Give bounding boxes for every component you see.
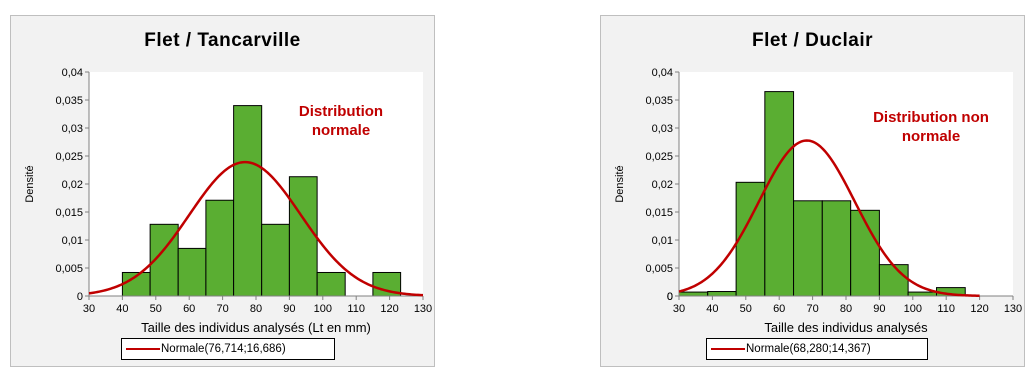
x-tick-label: 50 xyxy=(740,303,752,315)
x-tick-label: 60 xyxy=(773,303,785,315)
histogram-bar xyxy=(907,291,938,297)
chart-title: Flet / Duclair xyxy=(751,30,874,51)
histogram-duclair: 30 40 50 60 70 80 90 100 110 120 130000,0050,010,0… xyxy=(614,67,1022,335)
y-tick-label: 0,015 xyxy=(55,207,83,219)
legend-label: Normale(68,280;14,367) xyxy=(746,343,871,355)
chart-panel-duclair: 30 40 50 60 70 80 90 100 110 120 130 0 0 0,005 0,01 0,0… xyxy=(600,15,1025,367)
histogram-bar xyxy=(261,223,290,297)
histogram-bar xyxy=(316,271,346,297)
chart-legend: Normale(68,280;14,367) xyxy=(706,338,928,360)
chart-annotation: Distribution normale xyxy=(298,103,384,139)
x-tick-label: 130 xyxy=(414,303,432,315)
y-tick-label: 0,03 xyxy=(652,123,673,135)
x-tick-label: 120 xyxy=(380,303,398,315)
histogram-bar xyxy=(707,291,737,297)
x-tick-label: 40 xyxy=(706,303,718,315)
histogram-bar xyxy=(850,209,880,297)
x-tick-label: 70 xyxy=(216,303,228,315)
x-axis-title: Taille des individus analysés (Lt en mm) xyxy=(141,320,371,335)
y-axis-title: Densité xyxy=(24,165,36,202)
y-axis-title: Densité xyxy=(614,165,626,202)
legend-line-swatch xyxy=(711,348,745,350)
y-tick-label: 0,035 xyxy=(645,95,673,107)
x-tick-label: 110 xyxy=(937,303,955,315)
legend-label: Normale(76,714;16,686) xyxy=(161,343,286,355)
histogram-bar xyxy=(233,105,263,297)
chart-legend: Normale(76,714;16,686) xyxy=(121,338,335,360)
x-tick-label: 90 xyxy=(873,303,885,315)
chart-annotation: Distribution non normale xyxy=(873,109,989,145)
x-tick-label: 80 xyxy=(250,303,262,315)
x-axis-title: Taille des individus analysés xyxy=(764,320,928,335)
y-tick-label: 0,04 xyxy=(62,67,83,79)
y-tick-label: 0 xyxy=(667,291,673,303)
x-tick-label: 80 xyxy=(840,303,852,315)
histogram-bar xyxy=(821,200,852,297)
y-tick-label: 0,025 xyxy=(645,151,673,163)
y-tick-label: 0,02 xyxy=(652,179,673,191)
histogram-bar xyxy=(878,264,909,297)
legend-line-swatch xyxy=(126,348,160,350)
histogram-bar xyxy=(177,247,207,297)
y-tick-label: 0,01 xyxy=(652,235,673,247)
x-tick-label: 100 xyxy=(904,303,922,315)
chart-panel-tancarville: 30 40 50 60 70 80 90 100 110 120 130 0 0,005 0,01 0,01… xyxy=(10,15,435,367)
histogram-bar xyxy=(288,176,318,297)
normal-curve xyxy=(88,160,424,297)
y-tick-label: 0,02 xyxy=(62,179,83,191)
x-tick-label: 40 xyxy=(116,303,128,315)
x-tick-label: 100 xyxy=(314,303,332,315)
y-tick-label: 0,005 xyxy=(55,263,83,275)
x-tick-label: 120 xyxy=(970,303,988,315)
x-tick-label: 130 xyxy=(1004,303,1022,315)
y-tick-label: 0,03 xyxy=(62,123,83,135)
histogram-bar xyxy=(678,291,709,297)
x-tick-label: 70 xyxy=(806,303,818,315)
y-tick-label: 0,01 xyxy=(62,235,83,247)
y-tick-label: 0,04 xyxy=(652,67,673,79)
x-tick-label: 110 xyxy=(347,303,365,315)
chart-title: Flet / Tancarville xyxy=(144,30,301,51)
histogram-tancarville: 30 40 50 60 70 80 90 100 110 120 130 0 0,005 0,01 0,01… xyxy=(24,67,432,335)
x-tick-label: 90 xyxy=(283,303,295,315)
y-tick-label: 0,015 xyxy=(645,207,673,219)
y-tick-label: 0 xyxy=(77,291,83,303)
y-tick-label: 0,035 xyxy=(55,95,83,107)
x-tick-label: 50 xyxy=(150,303,162,315)
y-tick-label: 0,005 xyxy=(645,263,673,275)
y-tick-label: 0 xyxy=(667,291,673,303)
normal-curve xyxy=(678,139,980,298)
x-tick-label: 60 xyxy=(183,303,195,315)
x-tick-label: 30 xyxy=(83,303,95,315)
histogram-bar xyxy=(793,200,823,297)
y-tick-label: 0,025 xyxy=(55,151,83,163)
histogram-bar xyxy=(764,91,795,297)
histogram-bar xyxy=(205,199,235,297)
x-tick-label: 30 xyxy=(673,303,685,315)
